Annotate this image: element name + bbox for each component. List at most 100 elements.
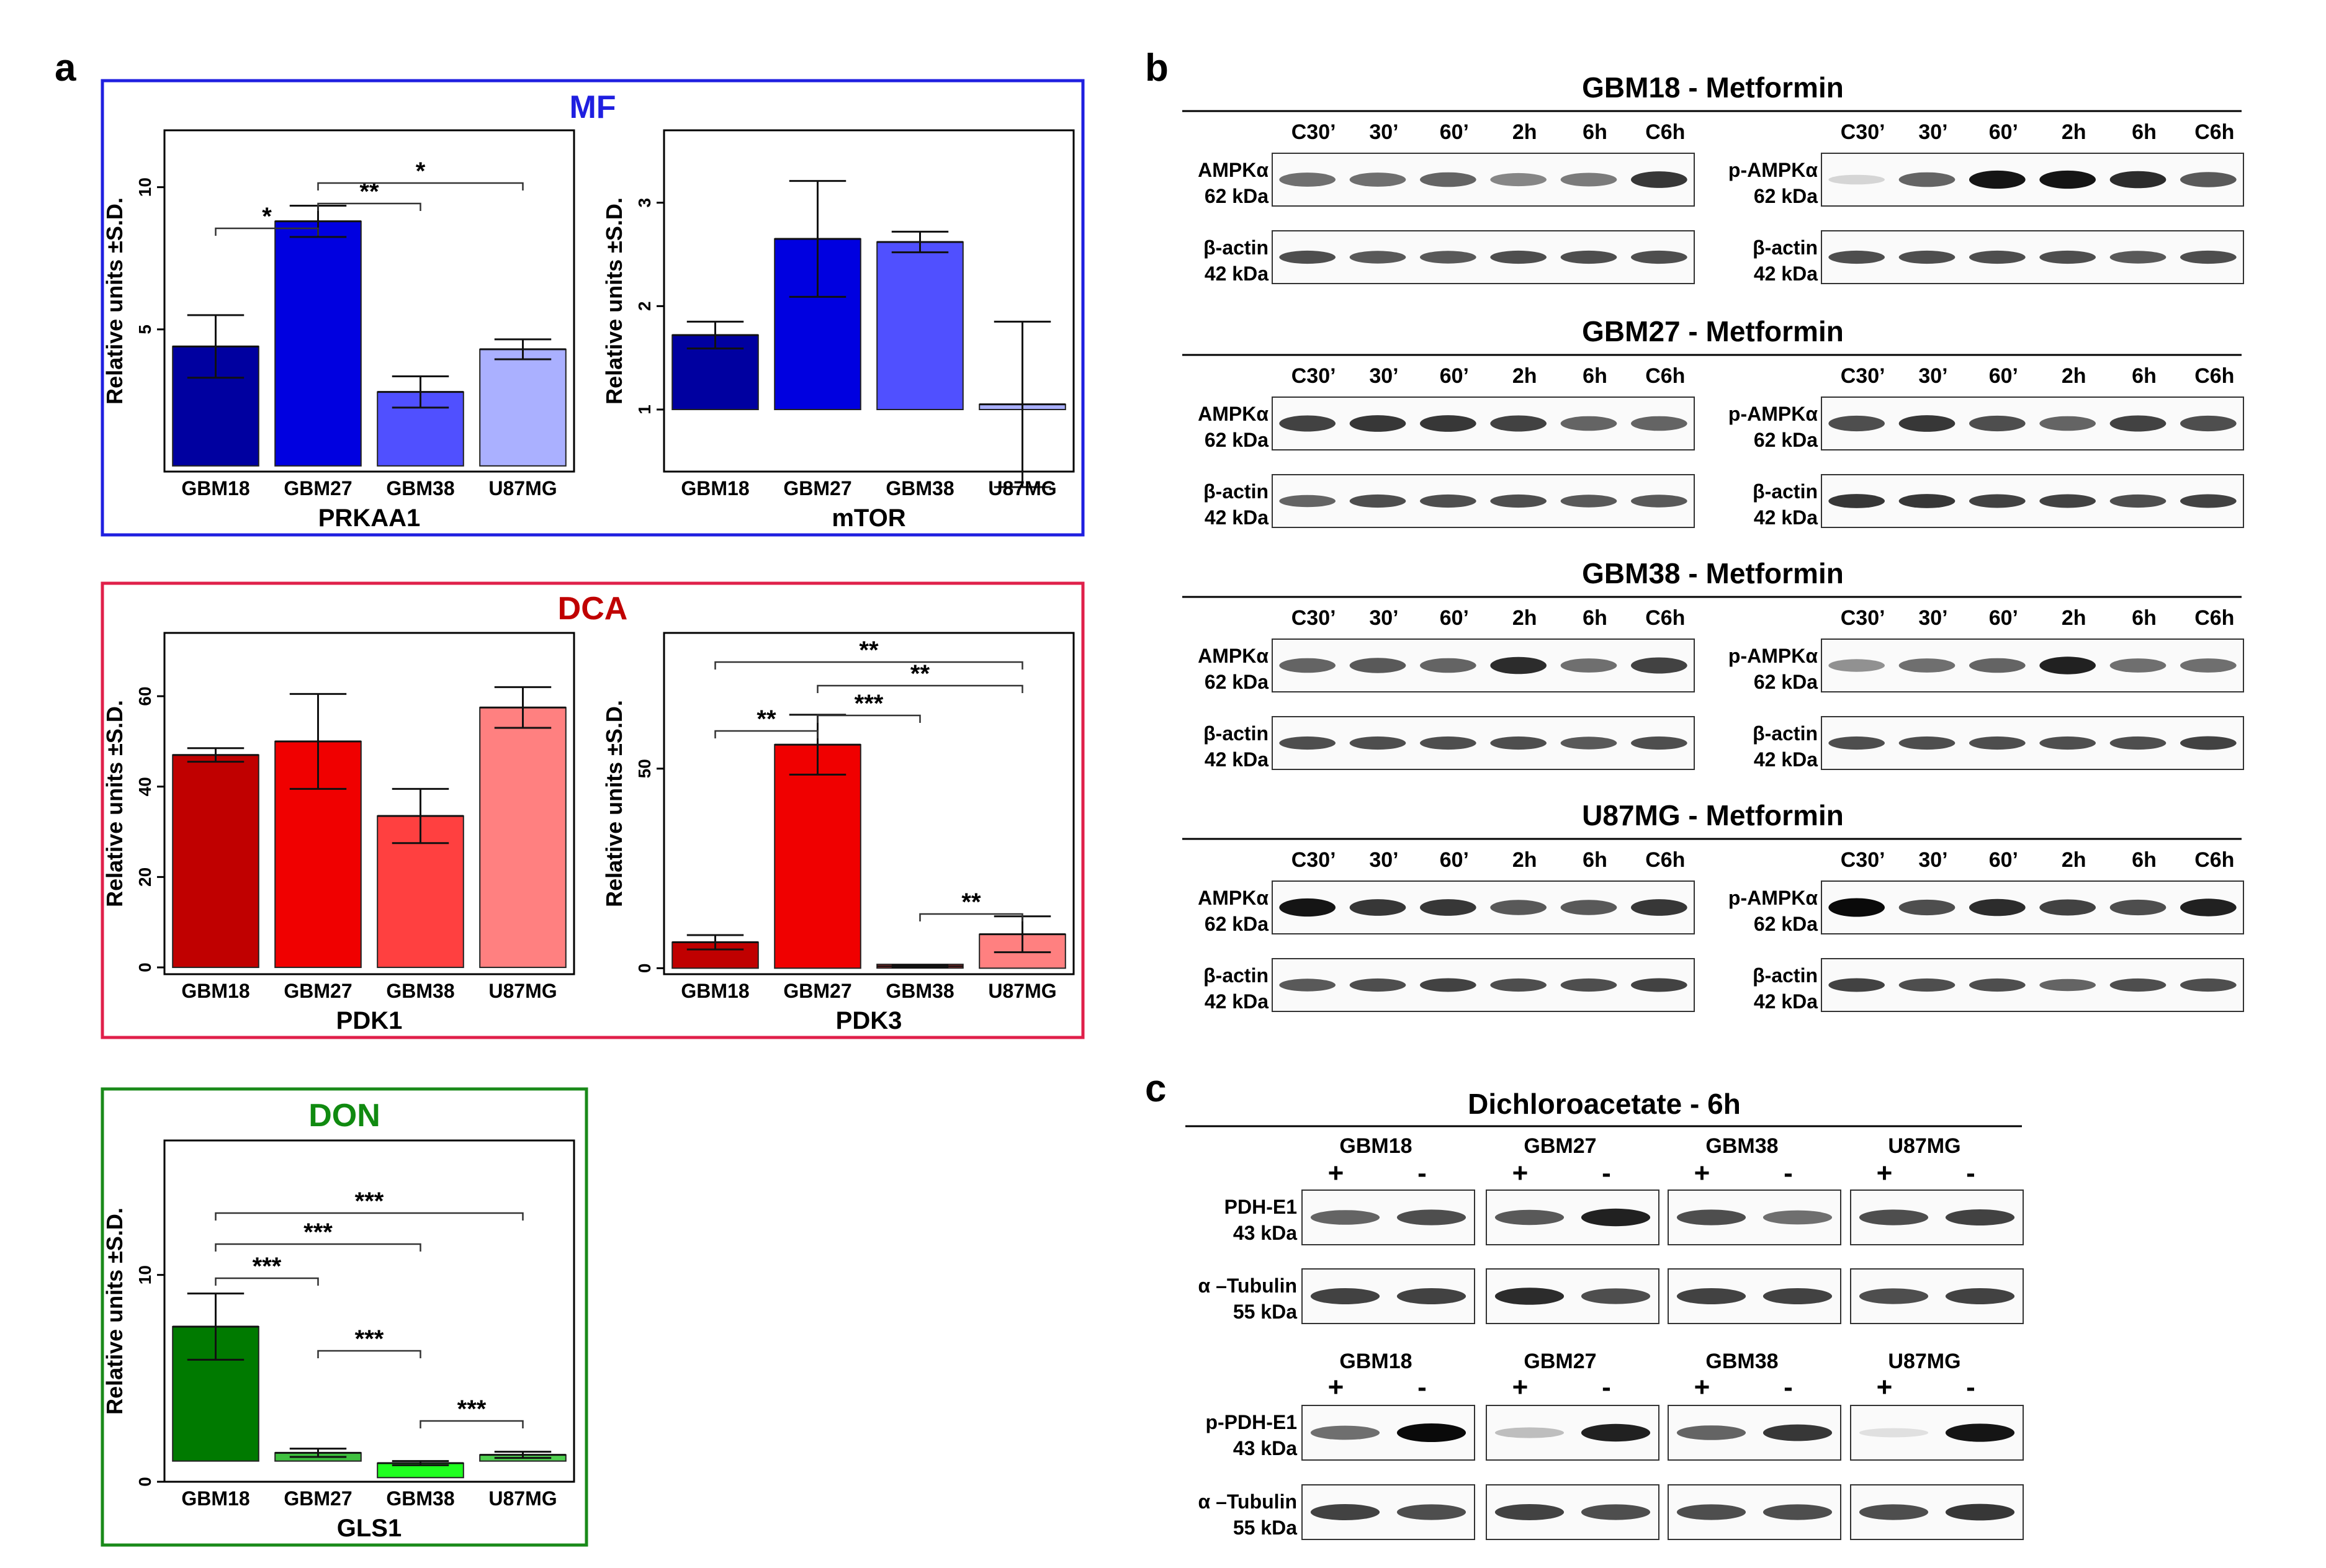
significance-bracket bbox=[817, 714, 921, 723]
blot-band bbox=[2109, 494, 2167, 508]
blot-membrane bbox=[1821, 153, 2244, 207]
timepoint-label: 2h bbox=[1512, 848, 1537, 872]
x-tick-label: GBM27 bbox=[783, 477, 851, 500]
timepoint-label: 6h bbox=[1583, 120, 1607, 144]
mf-group-frame bbox=[101, 79, 1085, 537]
blot-band bbox=[1310, 1288, 1380, 1304]
significance-label: ** bbox=[859, 637, 879, 664]
blot-band bbox=[2039, 170, 2096, 189]
timepoint-label: 60’ bbox=[1440, 120, 1469, 144]
blot-band bbox=[1494, 1504, 1565, 1520]
blot-band bbox=[1828, 978, 1885, 992]
don-group-frame bbox=[101, 1087, 588, 1547]
timepoint-label: C30’ bbox=[1841, 120, 1885, 144]
blot-band bbox=[1828, 250, 1885, 264]
timepoint-label: C6h bbox=[2194, 120, 2234, 144]
x-tick-label: GBM38 bbox=[886, 980, 954, 1002]
blot-band bbox=[1631, 657, 1687, 674]
cell-line-label: U87MG bbox=[1888, 1134, 1960, 1158]
blot-band bbox=[1490, 656, 1547, 674]
treatment-sign: + bbox=[1512, 1158, 1529, 1188]
treatment-sign: + bbox=[1512, 1372, 1529, 1402]
timepoint-label: 2h bbox=[2062, 120, 2086, 144]
blot-kda-label: 62 kDa bbox=[1205, 185, 1269, 207]
blot-band bbox=[2109, 899, 2167, 916]
blot-membrane bbox=[1821, 474, 2244, 528]
timepoint-label: C6h bbox=[2194, 848, 2234, 872]
treatment-sign: - bbox=[1784, 1158, 1793, 1188]
cell-line-label: GBM18 bbox=[1339, 1134, 1412, 1158]
blot-band bbox=[1969, 658, 2026, 673]
blot-row-label: AMPKα bbox=[1198, 403, 1269, 425]
timepoint-label: 60’ bbox=[1989, 364, 2018, 388]
treatment-sign: - bbox=[1602, 1372, 1611, 1402]
x-tick-label: U87MG bbox=[488, 980, 557, 1002]
blot-band bbox=[1490, 978, 1547, 992]
blot-band bbox=[2109, 658, 2167, 673]
blot-band bbox=[1676, 1288, 1746, 1304]
blot-kda-label: 42 kDa bbox=[1205, 506, 1269, 529]
significance-label: ** bbox=[910, 660, 930, 688]
blot-band bbox=[1898, 736, 1956, 750]
blot-membrane bbox=[1272, 153, 1695, 207]
blot-band bbox=[1560, 495, 1617, 508]
timepoint-label: 30’ bbox=[1918, 606, 1947, 630]
timepoint-label: 60’ bbox=[1440, 364, 1469, 388]
cell-line-label: GBM38 bbox=[1705, 1134, 1778, 1158]
blot-band bbox=[1631, 250, 1687, 264]
x-tick-label: GBM38 bbox=[386, 980, 454, 1002]
blot-band bbox=[1560, 172, 1617, 187]
x-tick-label: GBM18 bbox=[681, 477, 749, 500]
bar bbox=[774, 744, 861, 969]
timepoint-label: 60’ bbox=[1989, 120, 2018, 144]
blot-band bbox=[2180, 250, 2237, 264]
blot-row-label: α –Tubulin bbox=[1198, 1275, 1298, 1297]
timepoint-label: 30’ bbox=[1918, 364, 1947, 388]
x-tick-label: GBM38 bbox=[886, 477, 954, 500]
y-tick-label: 2 bbox=[635, 302, 654, 311]
chart-title: GLS1 bbox=[337, 1515, 402, 1542]
blot-row-label: p-PDH-E1 bbox=[1205, 1411, 1297, 1433]
blot-membrane bbox=[1821, 396, 2244, 450]
significance-bracket bbox=[817, 684, 1023, 693]
significance-bracket bbox=[420, 1420, 524, 1428]
blot-band bbox=[2039, 416, 2096, 431]
chart-title: PDK1 bbox=[336, 1007, 403, 1034]
timepoint-label: 30’ bbox=[1369, 120, 1398, 144]
timepoint-label: 2h bbox=[2062, 606, 2086, 630]
chart-mtor: 1 2 3 Relative units ±S.D. GBM18 GBM27 GBM38 U8… bbox=[601, 129, 1075, 532]
blot-band bbox=[1420, 978, 1476, 992]
blot-row-label: β-actin bbox=[1203, 480, 1269, 503]
blot-band bbox=[1581, 1504, 1651, 1520]
significance-label: *** bbox=[355, 1188, 384, 1215]
timepoint-label: 2h bbox=[2062, 364, 2086, 388]
cell-line-label: GBM27 bbox=[1524, 1134, 1596, 1158]
blot-band bbox=[2180, 658, 2237, 673]
bar bbox=[172, 754, 259, 969]
y-axis-label: Relative units ±S.D. bbox=[102, 700, 127, 907]
blot-membrane bbox=[1821, 230, 2244, 284]
significance-bracket bbox=[215, 1243, 421, 1252]
y-tick-label: 10 bbox=[135, 1265, 155, 1284]
x-tick-label: GBM27 bbox=[284, 1487, 352, 1510]
treatment-sign: - bbox=[1966, 1158, 1975, 1188]
blot-band bbox=[1969, 494, 2026, 508]
blot-band bbox=[1828, 415, 1885, 432]
timepoint-label: C30’ bbox=[1841, 606, 1885, 630]
significance-bracket bbox=[919, 913, 1023, 921]
treatment-sign: + bbox=[1877, 1158, 1893, 1188]
blot-membrane bbox=[1272, 396, 1695, 450]
panel-label-c: c bbox=[1145, 1067, 1166, 1110]
blot-band bbox=[1310, 1504, 1380, 1520]
blot-membrane bbox=[1272, 716, 1695, 770]
blot-band bbox=[1420, 251, 1476, 264]
plot-area-frame bbox=[163, 129, 575, 473]
blot-band bbox=[1490, 494, 1547, 508]
blot-band bbox=[2180, 978, 2237, 992]
blot-kda-label: 55 kDa bbox=[1233, 1301, 1297, 1323]
x-tick-label: GBM27 bbox=[783, 980, 851, 1002]
treatment-sign: + bbox=[1694, 1158, 1710, 1188]
blot-band bbox=[2039, 250, 2096, 264]
blot-band bbox=[1581, 1423, 1651, 1442]
blot-band bbox=[1676, 1425, 1746, 1440]
